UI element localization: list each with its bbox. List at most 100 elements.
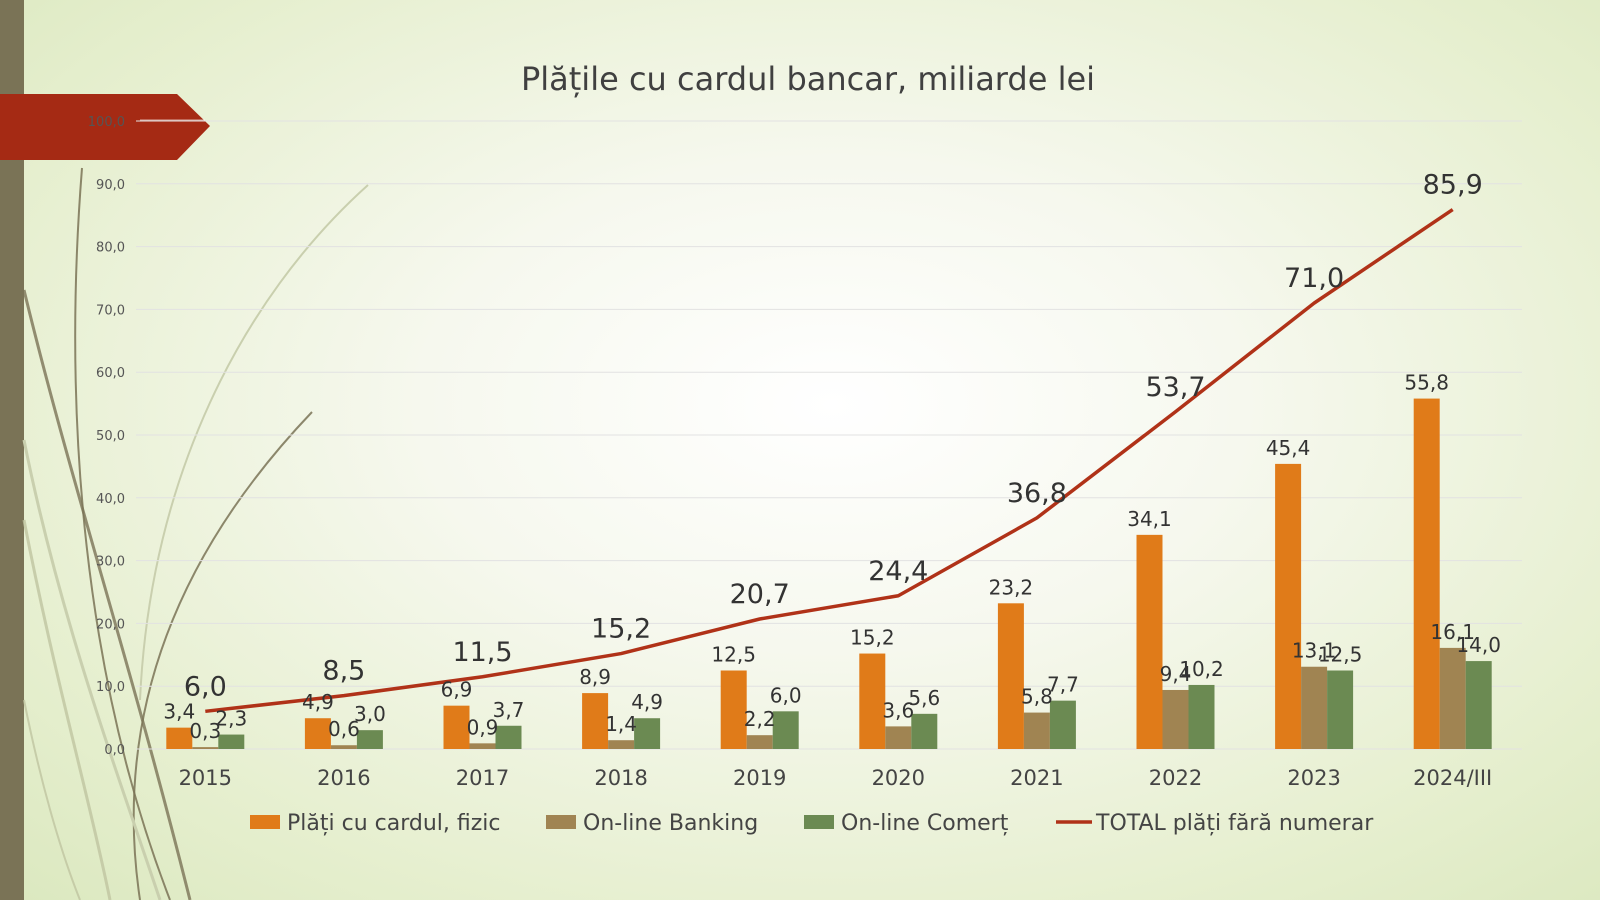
bar: [469, 743, 496, 749]
chart-title: Plățile cu cardul bancar, miliarde lei: [521, 60, 1095, 98]
bar-data-label: 0,9: [467, 715, 499, 739]
x-tick-label: 2022: [1149, 766, 1202, 790]
y-tick-label: 40,0: [96, 492, 125, 507]
bar-data-label: 45,4: [1266, 436, 1311, 460]
bar: [1162, 689, 1189, 749]
bar: [1023, 712, 1050, 749]
bar-data-label: 12,5: [711, 643, 756, 667]
bar-data-label: 55,8: [1404, 371, 1449, 395]
bar: [911, 713, 938, 749]
bar-data-label: 7,7: [1047, 673, 1079, 697]
bar-data-label: 6,9: [441, 678, 473, 702]
bar: [1049, 700, 1076, 749]
bar-data-label: 23,2: [989, 575, 1034, 599]
x-tick-label: 2019: [733, 766, 786, 790]
bar: [772, 711, 799, 749]
bar-data-label: 3,4: [163, 700, 195, 724]
x-tick-label: 2020: [872, 766, 925, 790]
bar: [1327, 670, 1354, 749]
bar: [720, 670, 747, 749]
total-data-label: 71,0: [1284, 263, 1344, 294]
x-tick-label: 2016: [317, 766, 370, 790]
total-data-label: 8,5: [322, 656, 365, 687]
bar-data-label: 5,8: [1021, 685, 1053, 709]
bar: [166, 727, 193, 749]
bar-data-label: 5,6: [908, 686, 940, 710]
bar: [1465, 661, 1492, 749]
bar: [634, 718, 661, 749]
bar: [495, 725, 522, 749]
bar-data-label: 4,9: [631, 690, 663, 714]
bar: [1188, 684, 1215, 749]
bar-data-label: 2,3: [215, 707, 247, 731]
bar: [1136, 534, 1163, 749]
legend-swatch: [804, 815, 834, 829]
y-tick-label: 70,0: [96, 303, 125, 318]
bar-data-label: 12,5: [1318, 643, 1363, 667]
y-tick-label: 100,0: [88, 115, 125, 130]
bar: [1301, 666, 1328, 749]
y-tick-label: 30,0: [96, 555, 125, 570]
y-tick-label: 50,0: [96, 429, 125, 444]
bar-data-label: 0,6: [328, 717, 360, 741]
total-data-label: 53,7: [1145, 372, 1205, 403]
bar-data-label: 4,9: [302, 690, 334, 714]
bar-data-label: 15,2: [850, 626, 895, 650]
total-data-label: 20,7: [730, 579, 790, 610]
bar-data-label: 8,9: [579, 665, 611, 689]
legend-label: Plăți cu cardul, fizic: [287, 811, 500, 836]
total-series-line: [205, 208, 1454, 714]
x-tick-label: 2017: [456, 766, 509, 790]
x-tick-label: 2021: [1010, 766, 1063, 790]
bar-data-label: 3,7: [493, 698, 525, 722]
total-data-label: 6,0: [184, 671, 227, 702]
bar: [356, 730, 383, 749]
legend-label: On-line Banking: [583, 811, 758, 836]
legend-swatch: [250, 815, 280, 829]
bars: [166, 398, 1492, 749]
legend: Plăți cu cardul, fizic On-line Banking On-…: [250, 811, 1374, 836]
data-labels: 3,4 4,9 6,9 8,9 12,5 15,2 23,2 34,1 45,4 55,8 0,3 0…: [163, 170, 1501, 744]
bar: [608, 740, 635, 749]
legend-swatch: [546, 815, 576, 829]
bar-data-label: 2,2: [744, 707, 776, 731]
bar: [192, 747, 219, 749]
bar-data-label: 13,1: [1292, 639, 1337, 663]
bar: [885, 726, 912, 749]
x-tick-label: 2015: [179, 766, 232, 790]
bar: [1275, 463, 1302, 749]
bar-data-label: 3,0: [354, 702, 386, 726]
legend-label: TOTAL plăți fără numerar: [1095, 811, 1374, 836]
bar-data-label: 0,3: [189, 719, 221, 743]
x-tick-label: 2018: [594, 766, 647, 790]
total-data-label: 15,2: [591, 614, 651, 645]
total-data-label: 11,5: [452, 637, 512, 668]
bar-data-label: 14,0: [1456, 633, 1501, 657]
y-tick-label: 90,0: [96, 178, 125, 193]
y-tick-label: 60,0: [96, 366, 125, 381]
bar: [582, 693, 609, 749]
y-tick-label: 10,0: [96, 680, 125, 695]
bar: [859, 653, 886, 749]
y-tick-label: 0,0: [104, 743, 125, 758]
bar: [997, 603, 1024, 749]
total-data-label: 85,9: [1423, 170, 1483, 201]
total-data-label: 36,8: [1007, 478, 1067, 509]
bar-data-label: 34,1: [1127, 507, 1172, 531]
y-axis-ticks: 0,0 10,0 20,0 30,0 40,0 50,0 60,0 70,0 80,0 90,0 1…: [88, 115, 125, 758]
bar-data-label: 6,0: [770, 683, 802, 707]
y-tick-label: 20,0: [96, 617, 125, 632]
bar: [218, 734, 245, 749]
bar-data-label: 10,2: [1179, 657, 1224, 681]
red-arrow-banner: [0, 94, 210, 160]
bar-data-label: 9,4: [1160, 662, 1192, 686]
bar: [330, 745, 357, 749]
bar: [443, 705, 470, 749]
x-axis-ticks: 2015 2016 2017 2018 2019 2020 2021 2022 2023 2024…: [179, 766, 1493, 790]
total-data-label: 24,4: [868, 556, 928, 587]
x-tick-label: 2024/III: [1413, 766, 1492, 790]
total-line: [205, 208, 1454, 714]
bar-data-label: 3,6: [882, 698, 914, 722]
x-tick-label: 2023: [1287, 766, 1340, 790]
